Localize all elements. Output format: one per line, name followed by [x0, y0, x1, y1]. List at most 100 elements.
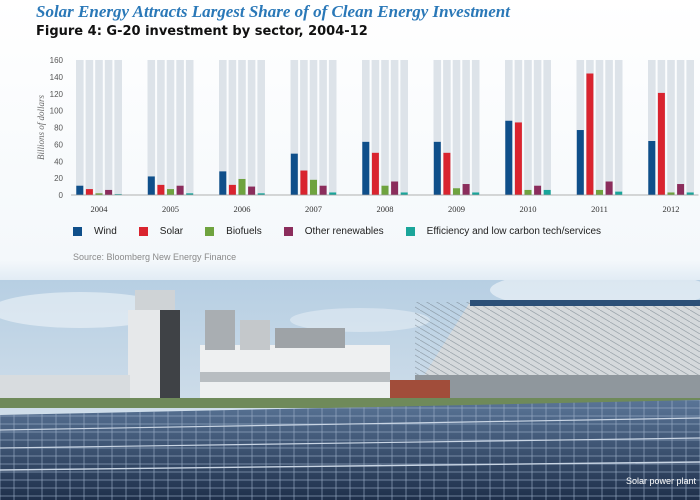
x-tick-label: 2012: [663, 204, 680, 214]
bar-solar-2008: [371, 152, 379, 195]
bar-background-stripe: [319, 60, 327, 195]
bar-biofuels-2008: [381, 185, 389, 195]
bar-wind-2007: [290, 153, 298, 195]
legend-item: Other renewables: [283, 226, 384, 237]
y-tick-label: 60: [54, 140, 63, 149]
bar-efficiency-and-low-carbon-tech-services-2008: [400, 192, 408, 195]
solar-plant-photo: Solar power plant: [0, 280, 700, 500]
legend-item: Solar: [138, 226, 184, 237]
bar-other-renewables-2009: [462, 184, 470, 195]
bar-efficiency-and-low-carbon-tech-services-2011: [615, 191, 623, 195]
bar-background-stripe: [147, 60, 156, 195]
bar-background-stripe: [390, 60, 399, 195]
legend-label: Other renewables: [304, 226, 384, 237]
bar-solar-2007: [300, 170, 308, 195]
bar-background-stripe: [85, 60, 94, 195]
bar-biofuels-2005: [167, 189, 174, 195]
bar-solar-2004: [85, 189, 93, 195]
bar-background-stripe: [157, 60, 165, 195]
bar-efficiency-and-low-carbon-tech-services-2007: [329, 192, 337, 195]
bar-background-stripe: [667, 60, 675, 195]
bar-background-stripe: [95, 60, 103, 195]
solar-plant-illustration: [0, 280, 700, 500]
bar-wind-2006: [219, 171, 227, 195]
bar-other-renewables-2007: [319, 185, 327, 195]
bar-background-stripe: [595, 60, 604, 195]
x-tick-label: 2011: [591, 204, 608, 214]
bar-background-stripe: [605, 60, 613, 195]
bar-background-stripe: [300, 60, 308, 195]
bar-background-stripe: [443, 60, 451, 195]
legend-label: Wind: [94, 226, 117, 237]
bar-other-renewables-2006: [248, 186, 256, 195]
y-tick-label: 0: [59, 191, 64, 200]
bar-other-renewables-2004: [105, 189, 113, 195]
bar-background-stripe: [185, 60, 194, 195]
bar-biofuels-2011: [596, 189, 603, 195]
bar-background-stripe: [576, 60, 585, 195]
bar-background-stripe: [614, 60, 623, 195]
bar-background-stripe: [686, 60, 694, 195]
bar-background-stripe: [371, 60, 380, 195]
y-axis-label: Billions of dollars: [36, 95, 46, 161]
bar-solar-2005: [157, 184, 165, 195]
bar-wind-2004: [76, 185, 84, 195]
y-tick-label: 100: [50, 107, 64, 116]
bar-background-stripe: [533, 60, 542, 195]
bar-wind-2012: [648, 141, 656, 195]
x-tick-label: 2005: [162, 204, 179, 214]
bar-biofuels-2010: [524, 189, 532, 195]
bar-background-stripe: [362, 60, 370, 195]
bar-efficiency-and-low-carbon-tech-services-2010: [543, 189, 551, 195]
bar-wind-2009: [433, 141, 441, 195]
legend-swatch: [138, 227, 148, 236]
bar-other-renewables-2005: [176, 185, 184, 195]
bar-biofuels-2006: [238, 178, 246, 195]
bar-background-stripe: [219, 60, 227, 195]
bar-background-stripe: [433, 60, 442, 195]
bar-background-stripe: [462, 60, 470, 195]
bar-background-stripe: [400, 60, 408, 195]
bar-solar-2009: [443, 152, 451, 195]
x-tick-label: 2006: [234, 204, 251, 214]
bar-background-stripe: [114, 60, 122, 195]
legend-swatch: [283, 227, 293, 236]
bar-background-stripe: [524, 60, 532, 195]
bar-background-stripe: [257, 60, 265, 195]
bar-background-stripe: [166, 60, 175, 195]
bar-solar-2012: [657, 92, 665, 195]
bar-background-stripe: [247, 60, 256, 195]
y-tick-label: 140: [50, 73, 64, 82]
x-tick-label: 2007: [305, 204, 322, 214]
bar-background-stripe: [238, 60, 246, 195]
headline: Solar Energy Attracts Largest Share of o…: [36, 2, 510, 21]
bar-background-stripe: [290, 60, 299, 195]
bar-biofuels-2009: [453, 188, 460, 195]
x-tick-label: 2008: [377, 204, 394, 214]
bar-background-stripe: [309, 60, 318, 195]
x-tick-label: 2010: [520, 204, 537, 214]
legend-item: Wind: [73, 226, 117, 237]
y-tick-label: 80: [54, 124, 63, 133]
legend-swatch: [405, 227, 415, 236]
bar-efficiency-and-low-carbon-tech-services-2012: [686, 192, 694, 195]
bar-efficiency-and-low-carbon-tech-services-2009: [472, 192, 480, 195]
bar-solar-2006: [228, 184, 236, 195]
photo-caption: Solar power plant: [625, 476, 696, 486]
bar-background-stripe: [648, 60, 656, 195]
bar-efficiency-and-low-carbon-tech-services-2005: [186, 193, 194, 195]
chart-legend: Wind Solar Biofuels Other renewables Efficie…: [73, 226, 623, 237]
bar-background-stripe: [228, 60, 237, 195]
legend-swatch: [73, 227, 82, 236]
bar-background-stripe: [104, 60, 113, 195]
x-tick-label: 2004: [91, 204, 109, 214]
legend-label: Solar: [159, 226, 184, 237]
bar-other-renewables-2011: [605, 181, 613, 195]
bar-wind-2010: [505, 120, 513, 195]
bar-biofuels-2004: [95, 193, 103, 195]
legend-item: Biofuels: [205, 226, 262, 237]
bar-wind-2011: [576, 130, 584, 195]
legend-label: Biofuels: [226, 226, 262, 237]
investment-bar-chart: Billions of dollars 0 20 40 60 80 100 120 140 160…: [36, 56, 699, 214]
x-tick-label: 2009: [448, 204, 465, 214]
